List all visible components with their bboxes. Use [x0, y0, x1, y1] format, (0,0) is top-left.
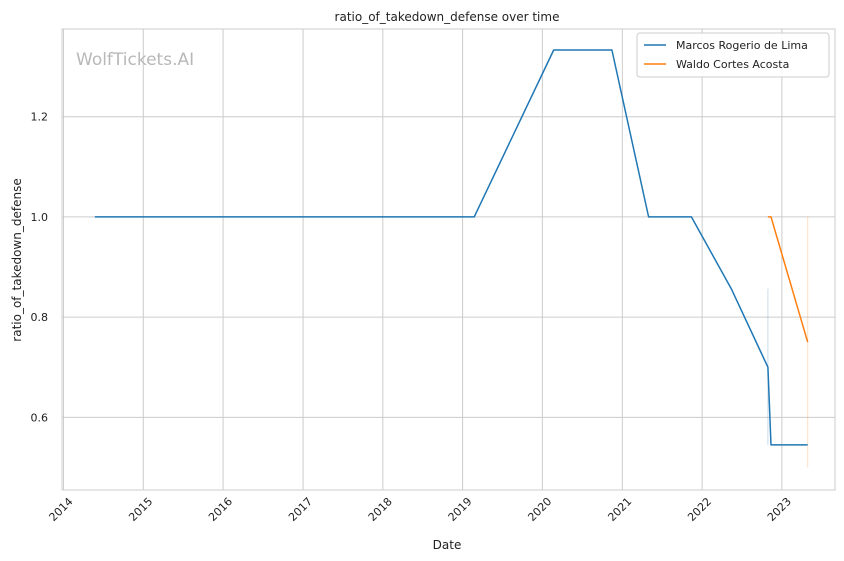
x-tick-label: 2015	[126, 495, 155, 524]
x-tick-label: 2023	[765, 495, 794, 524]
y-tick-label: 0.6	[31, 411, 49, 424]
series-line-1	[767, 216, 809, 343]
watermark: WolfTickets.AI	[76, 50, 194, 70]
x-tick-label: 2014	[47, 495, 76, 524]
x-axis-ticks: 2014 2015 2016 2017 2018 2019 2020 2021 2022 2023	[47, 495, 794, 524]
series-lines	[94, 49, 809, 446]
legend-label-marcos: Marcos Rogerio de Lima	[676, 39, 808, 52]
x-tick-label: 2017	[286, 495, 315, 524]
plot-frame	[61, 28, 836, 491]
legend-box	[636, 32, 830, 78]
y-tick-label: 1.0	[31, 211, 49, 224]
y-tick-label: 0.8	[31, 311, 49, 324]
x-tick-label: 2018	[366, 495, 395, 524]
legend-label-waldo: Waldo Cortes Acosta	[676, 58, 789, 71]
series-line-0	[94, 49, 808, 446]
x-tick-label: 2016	[206, 495, 235, 524]
y-axis-ticks: 0.6 0.8 1.0 1.2	[31, 111, 49, 425]
x-tick-label: 2021	[605, 495, 634, 524]
grid-lines	[62, 29, 835, 490]
legend: Marcos Rogerio de Lima Waldo Cortes Acos…	[636, 32, 830, 78]
y-axis-label: ratio_of_takedown_defense	[10, 178, 24, 341]
chart-title: ratio_of_takedown_defense over time	[335, 10, 560, 24]
y-tick-label: 1.2	[31, 111, 49, 124]
x-tick-label: 2020	[525, 495, 554, 524]
x-tick-label: 2019	[446, 495, 475, 524]
x-tick-label: 2022	[685, 495, 714, 524]
confidence-bands	[767, 216, 809, 468]
x-axis-label: Date	[433, 538, 462, 552]
